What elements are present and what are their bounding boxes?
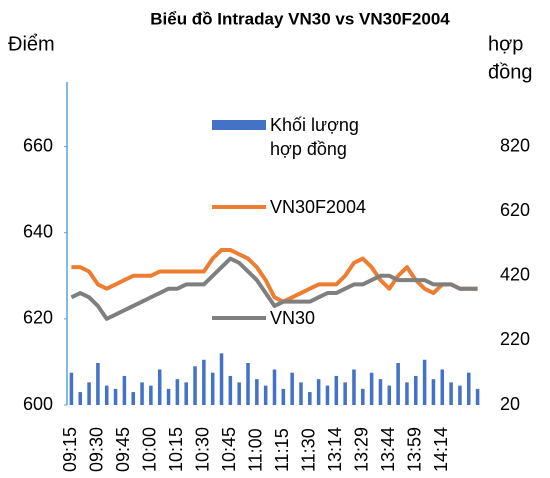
volume-bar: [396, 363, 400, 405]
volume-bar: [316, 379, 321, 405]
volume-bar: [219, 353, 224, 405]
x-tick-label: 11:15: [272, 428, 292, 472]
volume-bar: [352, 369, 356, 405]
volume-bar: [405, 382, 409, 405]
y2-tick-label: 820: [500, 135, 530, 155]
x-tick-label: 09:15: [60, 427, 80, 472]
y2-tick-label: 420: [500, 265, 530, 285]
volume-bar: [281, 388, 286, 405]
volume-bar: [202, 359, 206, 405]
volume-bar: [193, 366, 197, 405]
series-line: [70, 256, 478, 321]
chart-title: Biểu đồ Intraday VN30 vs VN30F2004: [150, 9, 450, 28]
y2-tick-label: 20: [500, 394, 520, 414]
volume-bar: [369, 372, 374, 405]
volume-bar: [166, 388, 171, 405]
x-tick-label: 13:14: [325, 427, 345, 472]
legend-swatch: [212, 120, 266, 130]
x-tick-label: 09:45: [113, 427, 133, 472]
volume-bar: [325, 385, 330, 405]
volume-bar: [228, 375, 233, 405]
y-tick-label: 620: [23, 308, 53, 328]
volume-bar: [113, 388, 118, 405]
volume-bar: [96, 363, 100, 405]
volume-bar: [272, 369, 277, 405]
y2-axis-title: hợp: [488, 33, 523, 55]
y2-tick-label: 620: [500, 200, 530, 220]
x-tick-label: 10:00: [140, 427, 160, 472]
volume-bar: [237, 382, 241, 405]
volume-bar: [466, 372, 471, 405]
volume-bar: [140, 382, 144, 405]
x-tick-label: 10:15: [166, 427, 186, 472]
volume-bar: [69, 372, 74, 405]
series-line: [71, 247, 478, 304]
volume-bar: [361, 388, 365, 405]
volume-bar: [246, 363, 250, 405]
legend-swatch: [212, 316, 266, 320]
volume-bar: [149, 385, 153, 405]
x-tick-label: 13:44: [378, 427, 398, 472]
y2-tick-label: 220: [500, 329, 530, 349]
volume-bar: [440, 369, 445, 405]
x-tick-label: 09:30: [87, 427, 107, 472]
legend-entry: Khối lượng hợp đồng: [212, 113, 402, 161]
legend-label: Khối lượng hợp đồng: [270, 115, 359, 159]
x-tick-label: 10:30: [193, 427, 213, 472]
x-tick-label: 10:45: [219, 427, 239, 472]
volume-bar: [122, 375, 127, 405]
volume-bar: [343, 382, 347, 405]
volume-bar: [184, 382, 188, 405]
volume-bar: [263, 385, 268, 405]
x-tick-label: 11:30: [299, 428, 319, 472]
volume-bar: [475, 388, 480, 405]
legend-label: VN30F2004: [270, 197, 367, 217]
volume-bar: [131, 392, 135, 405]
volume-bar: [299, 382, 303, 405]
volume-bar: [175, 379, 180, 405]
volume-bar: [431, 379, 436, 405]
volume-bar: [87, 382, 91, 405]
volume-bar: [449, 382, 453, 405]
y-tick-label: 660: [23, 135, 53, 155]
x-tick-label: 13:59: [405, 427, 425, 472]
volume-bar: [290, 372, 294, 405]
legend-entry: VN30: [212, 306, 402, 330]
volume-bar: [387, 385, 392, 405]
y-tick-label: 640: [23, 221, 53, 241]
legend-label: VN30: [270, 308, 316, 328]
volume-bar: [157, 369, 162, 405]
x-tick-label: 13:29: [352, 427, 372, 472]
volume-bar: [308, 392, 312, 405]
volume-bar: [334, 375, 339, 405]
x-tick-label: 14:14: [431, 427, 451, 472]
volume-bar: [458, 385, 462, 405]
volume-bar: [78, 392, 83, 405]
legend-entry: VN30F2004: [212, 195, 402, 219]
volume-bar: [104, 385, 109, 405]
y2-axis-title: đồng: [488, 61, 533, 83]
volume-bar: [210, 372, 215, 405]
y-axis-title: Điểm: [8, 33, 55, 55]
volume-bar: [414, 375, 418, 405]
volume-bar: [422, 359, 427, 405]
y-tick-label: 600: [23, 394, 53, 414]
x-tick-label: 11:00: [246, 428, 266, 472]
legend-swatch: [212, 205, 266, 209]
volume-bar: [378, 379, 383, 405]
volume-bar: [255, 379, 259, 405]
